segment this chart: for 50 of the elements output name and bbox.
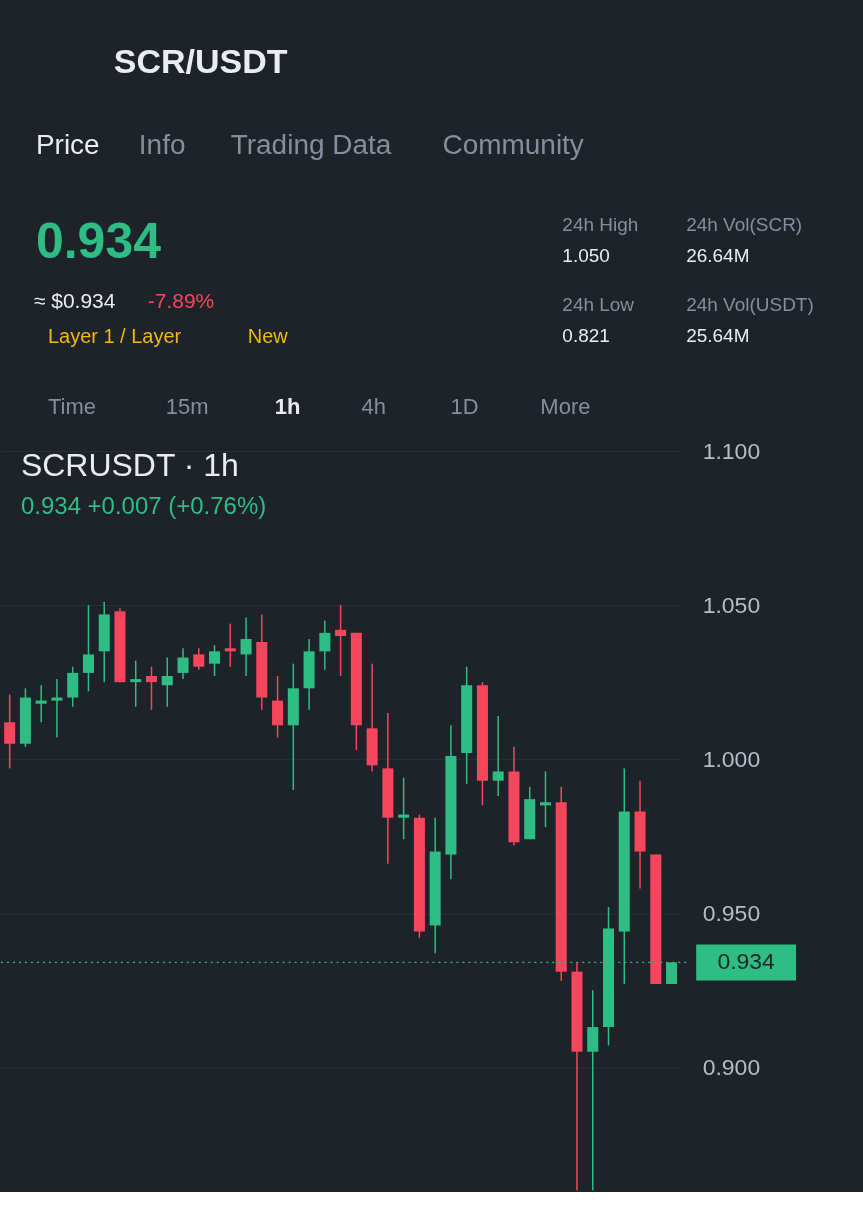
text: ≈ $0.934	[33, 289, 116, 313]
text: -7.89%	[147, 289, 215, 313]
text: Layer 1 / Layer	[47, 325, 182, 348]
candlestick	[319, 619, 331, 671]
candlestick	[335, 604, 347, 677]
text: 24h Vol(USDT)	[686, 294, 814, 316]
y-tick-label: 1.100	[702, 437, 761, 464]
candlestick	[240, 616, 252, 677]
y-tick-label: 1.050	[702, 591, 761, 618]
text: Price	[35, 128, 100, 160]
text: 24h Vol(SCR)	[686, 214, 803, 236]
text: Info	[138, 128, 186, 160]
chart-title: SCRUSDT · 1h	[20, 447, 239, 484]
y-tick-label: 0.900	[702, 1053, 761, 1080]
candlestick	[177, 647, 189, 680]
text: SCR/USDT	[113, 41, 288, 80]
candlestick	[492, 715, 504, 797]
candlestick	[82, 604, 94, 693]
candlestick	[224, 622, 236, 668]
text: 1.050	[562, 245, 610, 267]
candlestick	[4, 693, 16, 770]
candlestick	[51, 678, 63, 739]
candlestick	[587, 989, 599, 1192]
text: Time	[47, 394, 96, 420]
candlestick	[539, 770, 551, 828]
text: 24h Low	[562, 294, 635, 316]
candlestick	[209, 644, 221, 677]
text: More	[540, 394, 591, 420]
candlestick	[145, 666, 158, 711]
text: 24h High	[562, 214, 639, 236]
text: 26.64M	[686, 245, 750, 267]
candlestick	[398, 776, 410, 840]
candlestick	[161, 656, 173, 708]
y-tick-label: 0.950	[702, 899, 761, 926]
ref-line-label: 0.934	[717, 948, 776, 975]
text: 1D	[450, 394, 479, 420]
y-tick-label: 1.000	[702, 745, 761, 772]
text: Community	[442, 128, 584, 160]
text: 0.934 +0.007 (+0.76%)	[20, 492, 267, 520]
text: 15m	[165, 394, 209, 420]
candlestick	[193, 647, 205, 671]
text: 0.821	[562, 325, 610, 347]
text: 0.934	[35, 213, 162, 270]
candlestick	[130, 659, 142, 708]
text: New	[247, 325, 289, 348]
text: 4h	[361, 394, 387, 420]
text: 1h	[274, 394, 301, 420]
text: Trading Data	[230, 128, 392, 160]
text: 25.64M	[686, 325, 750, 347]
candlestick	[35, 684, 47, 723]
